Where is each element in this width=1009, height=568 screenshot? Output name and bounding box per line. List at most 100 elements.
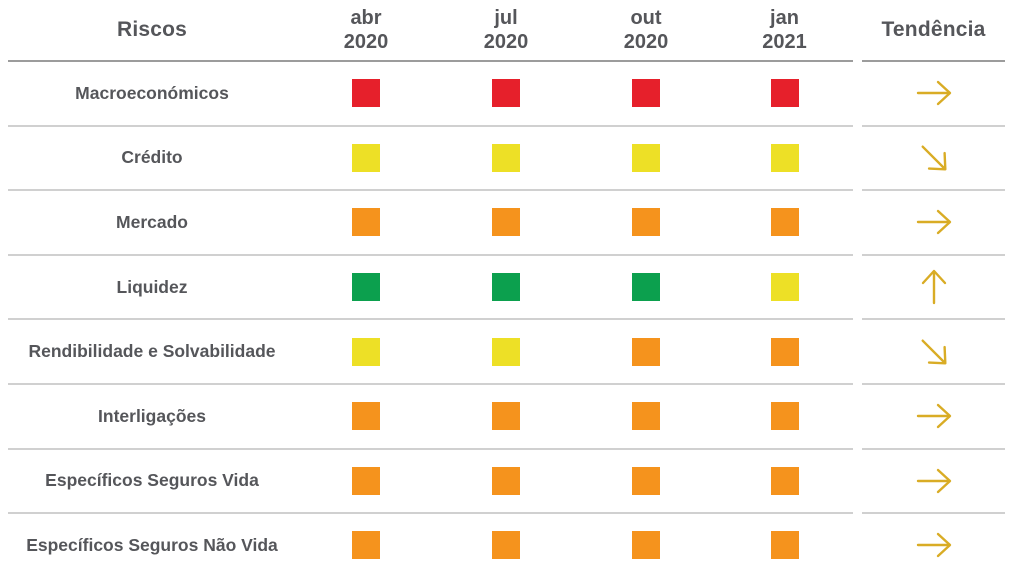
risk-cell	[436, 320, 576, 383]
trend-arrow-right-icon	[913, 395, 955, 437]
risk-cell	[296, 514, 436, 568]
risk-level-square-yellow	[492, 143, 520, 172]
period-year: 2021	[762, 31, 807, 53]
risk-level-square-green	[492, 273, 520, 302]
table-row: Macroeconómicos	[0, 62, 1009, 127]
period-year: 2020	[483, 31, 529, 53]
table-body: Macroeconómicos Crédito Mercado Liquidez Ren…	[0, 62, 1009, 568]
column-header-jul-2020: jul 2020	[436, 0, 576, 60]
risk-label: Macroeconómicos	[75, 82, 229, 103]
risk-level-square-orange	[632, 337, 660, 366]
period-month: abr	[350, 7, 382, 29]
risk-level-square-orange	[632, 208, 660, 237]
risk-label: Específicos Seguros Não Vida	[26, 534, 278, 555]
risk-cell	[576, 62, 716, 125]
risk-level-square-orange	[770, 466, 799, 495]
risk-cell	[436, 191, 576, 254]
risk-cell	[436, 62, 576, 125]
risk-cell	[296, 127, 436, 190]
trend-arrow-right-icon	[913, 201, 955, 243]
risk-cell	[576, 256, 716, 319]
column-header-tendencia: Tendência	[862, 0, 1005, 62]
risk-cell	[296, 320, 436, 383]
risk-cell	[436, 256, 576, 319]
risk-level-square-yellow	[352, 143, 380, 172]
risk-level-square-orange	[492, 208, 520, 237]
period-month: jul	[494, 7, 518, 29]
risk-level-square-orange	[352, 531, 380, 560]
risk-level-square-orange	[492, 402, 520, 431]
risk-cell	[576, 320, 716, 383]
risk-level-square-yellow	[352, 337, 380, 366]
risk-cell	[436, 385, 576, 448]
risk-cell	[296, 450, 436, 513]
risk-level-square-yellow	[770, 143, 799, 172]
risk-cell	[576, 127, 716, 190]
risk-level-square-red	[770, 79, 799, 108]
trend-arrow-down-right-icon	[913, 137, 955, 179]
risk-cell	[716, 62, 853, 125]
risk-cell	[716, 514, 853, 568]
risk-level-square-orange	[352, 466, 380, 495]
table-row: Mercado	[0, 191, 1009, 256]
risk-cell	[716, 320, 853, 383]
risk-level-square-orange	[770, 402, 799, 431]
table-row: Específicos Seguros Vida	[0, 450, 1009, 515]
risk-cell	[436, 514, 576, 568]
risk-level-square-orange	[492, 466, 520, 495]
risk-cell	[716, 191, 853, 254]
risk-level-square-yellow	[492, 337, 520, 366]
trend-arrow-right-icon	[913, 524, 955, 566]
column-header-abr-2020: abr 2020	[296, 0, 436, 60]
risk-level-square-red	[632, 79, 660, 108]
table-row: Rendibilidade e Solvabilidade	[0, 320, 1009, 385]
risk-label: Específicos Seguros Vida	[45, 470, 259, 491]
risk-level-square-red	[352, 79, 380, 108]
risk-cell	[576, 514, 716, 568]
period-year: 2020	[343, 31, 389, 53]
table-row: Interligações	[0, 385, 1009, 450]
risk-cell	[296, 256, 436, 319]
trend-arrow-down-right-icon	[913, 331, 955, 373]
risk-level-square-red	[492, 79, 520, 108]
risk-level-square-orange	[632, 531, 660, 560]
risk-level-square-orange	[352, 402, 380, 431]
risk-label: Mercado	[116, 211, 188, 232]
column-header-out-2020: out 2020	[576, 0, 716, 60]
risk-level-square-orange	[632, 466, 660, 495]
risk-label: Interligações	[98, 405, 206, 426]
table-row: Crédito	[0, 127, 1009, 192]
risk-level-square-green	[352, 273, 380, 302]
risk-cell	[576, 191, 716, 254]
period-month: out	[630, 7, 662, 29]
period-month: jan	[770, 7, 799, 29]
risk-cell	[296, 62, 436, 125]
risk-cell	[436, 127, 576, 190]
risk-cell	[576, 385, 716, 448]
risk-cell	[716, 256, 853, 319]
risk-cell	[716, 450, 853, 513]
column-header-jan-2021: jan 2021	[716, 0, 853, 60]
risk-level-square-yellow	[632, 143, 660, 172]
trend-arrow-up-icon	[913, 266, 955, 308]
period-year: 2020	[623, 31, 669, 53]
risk-cell	[716, 385, 853, 448]
risk-cell	[296, 191, 436, 254]
risk-label: Rendibilidade e Solvabilidade	[28, 341, 276, 362]
column-header-riscos: Riscos	[116, 18, 188, 41]
risk-level-square-orange	[770, 208, 799, 237]
table-header: Riscos abr 2020 jul 2020 out 2020 jan	[0, 0, 1009, 62]
trend-arrow-right-icon	[913, 460, 955, 502]
risk-cell	[576, 450, 716, 513]
risk-cell	[436, 450, 576, 513]
risk-cell	[716, 127, 853, 190]
risk-label: Crédito	[121, 147, 183, 168]
risk-label: Liquidez	[116, 276, 188, 297]
risk-level-square-green	[632, 273, 660, 302]
trend-arrow-right-icon	[913, 72, 955, 114]
risk-cell	[296, 385, 436, 448]
risk-level-square-orange	[352, 208, 380, 237]
table-row: Específicos Seguros Não Vida	[0, 514, 1009, 568]
risk-level-square-orange	[770, 337, 799, 366]
